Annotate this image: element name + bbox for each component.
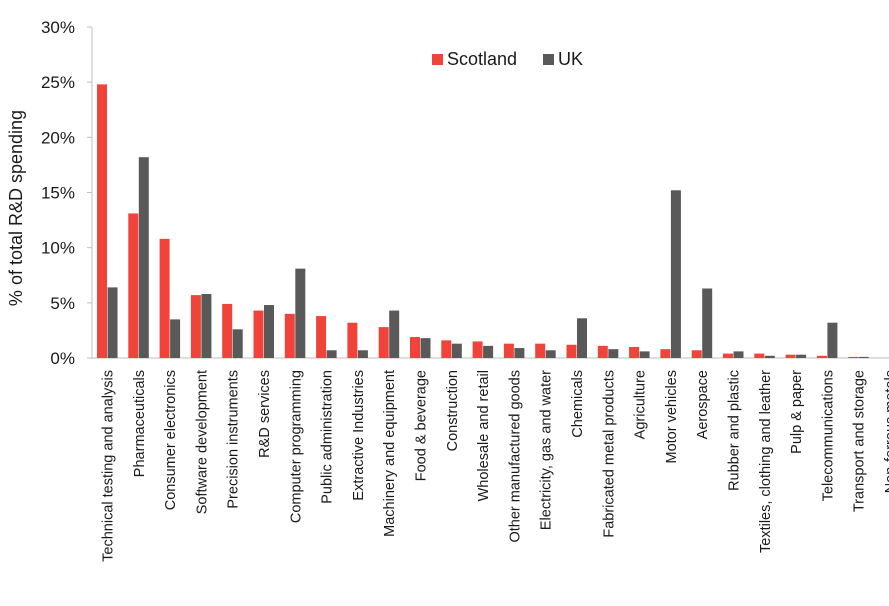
x-category-label: Software development	[194, 370, 210, 514]
y-tick-label: 30%	[41, 18, 75, 37]
bars	[97, 84, 869, 358]
bar-scotland-2	[159, 238, 170, 358]
bar-scotland-8	[347, 322, 358, 358]
bar-scotland-0	[97, 84, 107, 358]
bar-uk-8	[357, 350, 368, 358]
bar-uk-6	[295, 268, 306, 358]
y-tick-label: 15%	[41, 184, 75, 203]
bar-uk-5	[264, 305, 274, 358]
bar-scotland-1	[128, 213, 139, 358]
x-category-label: Chemicals	[570, 370, 586, 438]
bar-uk-17	[639, 351, 650, 358]
x-category-label: Precision instruments	[226, 370, 242, 509]
legend-swatch-scotland	[432, 54, 443, 65]
bar-scotland-20	[723, 353, 733, 358]
y-tick-label: 5%	[50, 294, 75, 313]
bar-uk-12	[483, 345, 494, 358]
x-category-label: Non-ferrous metals	[883, 370, 889, 493]
bar-uk-9	[389, 310, 400, 358]
x-category-label: Motor vehicles	[664, 370, 680, 463]
y-tick-label: 0%	[50, 349, 75, 368]
legend-label-uk: UK	[558, 49, 583, 69]
bar-uk-18	[670, 190, 681, 358]
bar-scotland-21	[754, 353, 765, 358]
bar-scotland-14	[535, 343, 546, 358]
x-category-label: Telecommunications	[820, 370, 836, 501]
bar-uk-14	[545, 350, 556, 358]
bar-scotland-22	[785, 354, 796, 358]
bar-scotland-11	[441, 340, 452, 358]
x-category-label: Public administration	[320, 370, 336, 504]
y-axis-title: % of total R&D spending	[6, 110, 26, 306]
bar-uk-4	[232, 329, 243, 358]
legend-swatch-uk	[543, 54, 554, 65]
bar-uk-20	[733, 351, 744, 358]
bar-uk-16	[608, 349, 619, 358]
bar-scotland-15	[566, 344, 577, 358]
bar-scotland-10	[410, 337, 420, 358]
x-category-label: Agriculture	[633, 370, 649, 439]
x-category-label: Transport and storage	[852, 370, 868, 512]
bar-uk-11	[451, 343, 462, 358]
x-axis-category-labels: Technical testing and analysis Pharmaceut…	[101, 370, 889, 562]
x-category-label: Pulp & paper	[789, 370, 805, 454]
y-tick-label: 10%	[41, 239, 75, 258]
x-category-label: Fabricated metal products	[601, 370, 617, 538]
x-category-label: R&D services	[257, 370, 273, 458]
bar-uk-21	[764, 355, 775, 358]
axes	[91, 27, 889, 359]
x-category-label: Technical testing and analysis	[101, 370, 117, 562]
bar-scotland-7	[316, 316, 327, 358]
bar-scotland-19	[691, 350, 702, 358]
legend: Scotland UK	[432, 49, 583, 69]
y-tick-label: 20%	[41, 128, 75, 147]
x-category-label: Wholesale and retail	[476, 370, 492, 501]
x-category-label: Food & beverage	[414, 370, 430, 481]
x-category-label: Pharmaceuticals	[132, 370, 148, 477]
x-category-label: Electricity, gas and water	[539, 370, 555, 530]
bar-scotland-17	[629, 346, 640, 358]
bar-scotland-18	[660, 349, 671, 358]
bar-uk-13	[514, 348, 525, 358]
bar-uk-10	[420, 338, 431, 358]
bar-scotland-5	[253, 310, 264, 358]
bar-uk-3	[201, 294, 212, 358]
x-category-label: Other manufactured goods	[507, 370, 523, 543]
bar-uk-23	[827, 322, 838, 358]
x-category-label: Textiles, clothing and leather	[758, 370, 774, 553]
bar-uk-19	[702, 288, 713, 358]
bar-uk-7	[326, 350, 337, 358]
bar-scotland-16	[597, 345, 608, 358]
y-axis-ticks: 0% 5% 10% 15% 20% 25% 30%	[41, 18, 92, 368]
bar-uk-22	[796, 354, 807, 358]
x-category-label: Consumer electronics	[163, 370, 179, 510]
x-category-label: Computer programming	[288, 370, 304, 523]
legend-label-scotland: Scotland	[447, 49, 517, 69]
x-category-label: Machinery and equipment	[382, 370, 398, 537]
bar-scotland-6	[284, 313, 295, 358]
bar-uk-1	[138, 157, 149, 358]
x-category-label: Aerospace	[695, 370, 711, 439]
bar-uk-24	[858, 356, 869, 358]
bar-uk-0	[107, 287, 118, 358]
bar-uk-15	[577, 318, 587, 358]
bar-scotland-4	[222, 303, 233, 358]
x-category-label: Extractive Industries	[351, 370, 367, 501]
bar-scotland-3	[190, 295, 201, 358]
x-category-label: Rubber and plastic	[727, 370, 743, 491]
bar-scotland-9	[378, 327, 389, 358]
bar-scotland-13	[503, 343, 514, 358]
bar-scotland-23	[816, 355, 827, 358]
bar-scotland-24	[848, 356, 859, 358]
bar-uk-2	[170, 319, 181, 358]
x-category-label: Construction	[445, 370, 461, 451]
y-tick-label: 25%	[41, 73, 75, 92]
bar-scotland-12	[472, 341, 483, 358]
